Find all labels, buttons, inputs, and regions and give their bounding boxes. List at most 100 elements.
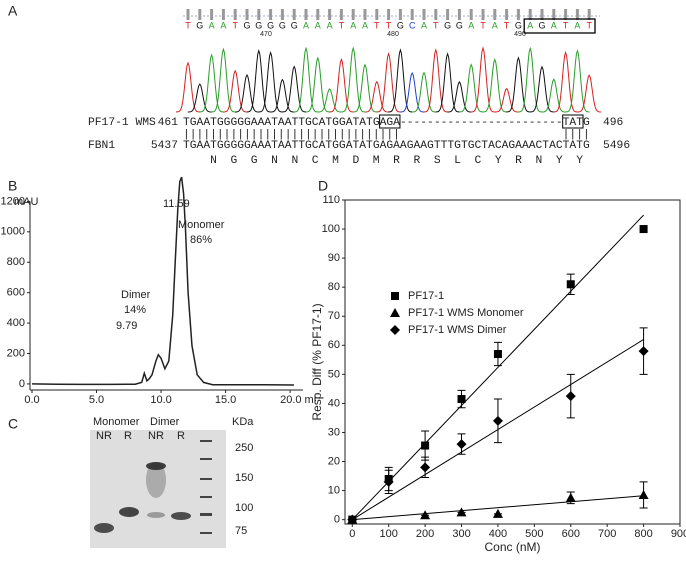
trace-base: A	[492, 20, 498, 30]
trace-peak	[518, 46, 543, 113]
trace-peak	[565, 49, 590, 113]
data-point	[492, 415, 503, 426]
annotation: 14%	[124, 304, 146, 316]
gel-marker: 250	[235, 442, 253, 454]
data-point	[493, 350, 502, 359]
trace-base: G	[255, 20, 262, 30]
trace-peak	[270, 78, 295, 113]
trace-peak	[506, 56, 531, 113]
y-tick-label: 10	[328, 484, 340, 496]
gel-band	[94, 523, 114, 533]
trace-base: G	[397, 20, 404, 30]
legend-label: PF17-1 WMS Monomer	[408, 307, 524, 319]
data-point	[639, 225, 648, 234]
row-name: FBN1	[88, 140, 115, 152]
gel-lane: R	[177, 430, 185, 442]
chromatogram-line	[31, 176, 295, 386]
trace-peak	[305, 56, 330, 113]
x-axis-label: Conc (nM)	[484, 540, 540, 554]
y-tick-label: 40	[328, 397, 340, 409]
trace-peak	[447, 80, 472, 113]
trace-peak	[199, 53, 224, 113]
data-point	[457, 395, 466, 404]
trace-peak	[400, 71, 425, 113]
trace-position: 470	[260, 31, 272, 38]
trace-peak	[293, 46, 319, 113]
data-point	[383, 476, 394, 487]
trace-base: A	[421, 20, 427, 30]
trace-peak	[258, 51, 283, 113]
x-tick-label: 600	[562, 528, 580, 540]
trace-base: A	[468, 20, 474, 30]
sequence: TGAATGGGGGAAATAATTGCATGGATATGAGA--------…	[183, 117, 590, 129]
data-point	[566, 280, 575, 289]
trace-base: A	[527, 20, 533, 30]
y-tick-label: 400	[7, 317, 25, 329]
row-start: 5437	[151, 140, 178, 152]
x-tick-label: 5.0	[89, 394, 104, 406]
trace-base: A	[209, 20, 215, 30]
trace-peak	[235, 73, 259, 113]
y-tick-label: 90	[328, 252, 340, 264]
trace-peak	[223, 69, 248, 113]
trace-base: T	[480, 20, 486, 30]
trace-base: A	[362, 20, 368, 30]
trace-peak	[175, 61, 201, 113]
gel-band	[147, 512, 165, 518]
annotation: Monomer	[178, 219, 225, 231]
trace-base: G	[243, 20, 250, 30]
legend-label: PF17-1	[408, 290, 444, 302]
trace-base: G	[267, 20, 274, 30]
gel-band	[146, 462, 166, 470]
trace-peak	[423, 48, 448, 113]
x-tick-label: 200	[416, 528, 434, 540]
x-tick-label: 0	[349, 528, 355, 540]
x-tick-label: 800	[634, 528, 652, 540]
row-name: PF17-1 WMS	[88, 117, 156, 129]
y-tick-label: 20	[328, 455, 340, 467]
trace-base: G	[456, 20, 463, 30]
row-end: 496	[603, 117, 624, 129]
y-tick-label: 50	[328, 368, 340, 380]
trace-base: A	[220, 20, 226, 30]
data-point	[456, 439, 467, 450]
row-start: 461	[158, 117, 179, 129]
legend-label: PF17-1 WMS Dimer	[408, 324, 507, 336]
trace-position: 480	[387, 31, 399, 38]
trace-base: T	[232, 20, 238, 30]
trace-base: T	[433, 20, 439, 30]
gel-lane: NR	[96, 430, 112, 442]
legend-marker	[390, 308, 400, 317]
trace-peak	[412, 71, 436, 113]
trace-base: A	[551, 20, 557, 30]
trace-peak	[388, 48, 413, 113]
trace-base: A	[327, 20, 333, 30]
trace-base: T	[339, 20, 345, 30]
y-tick-label: 1200	[1, 195, 25, 207]
trace-box	[523, 18, 596, 34]
x-tick-label: 15.0	[215, 394, 236, 406]
trace-base: G	[291, 20, 298, 30]
data-point	[420, 510, 431, 520]
gel-group: Monomer	[93, 416, 140, 428]
y-axis-label: Resp. Diff (% PF17-1)	[310, 303, 324, 420]
trace-base: G	[515, 20, 522, 30]
y-tick-label: 80	[328, 281, 340, 293]
trace-peak	[577, 74, 602, 113]
y-tick-label: 1000	[1, 226, 25, 238]
panel-label: B	[8, 178, 17, 194]
data-point	[456, 507, 467, 517]
trace-peak	[553, 50, 578, 113]
x-tick-label: 0.0	[24, 394, 39, 406]
trace-position: 490	[514, 31, 526, 38]
trace-base: G	[538, 20, 545, 30]
y-tick-label: 0	[334, 514, 340, 526]
data-point	[492, 508, 503, 518]
row-end: 5496	[603, 140, 630, 152]
trace-base: C	[409, 20, 416, 30]
trace-peak	[317, 88, 342, 113]
gel-marker: 75	[235, 525, 247, 537]
trace-peak	[459, 63, 484, 113]
gel-smear	[146, 462, 166, 498]
